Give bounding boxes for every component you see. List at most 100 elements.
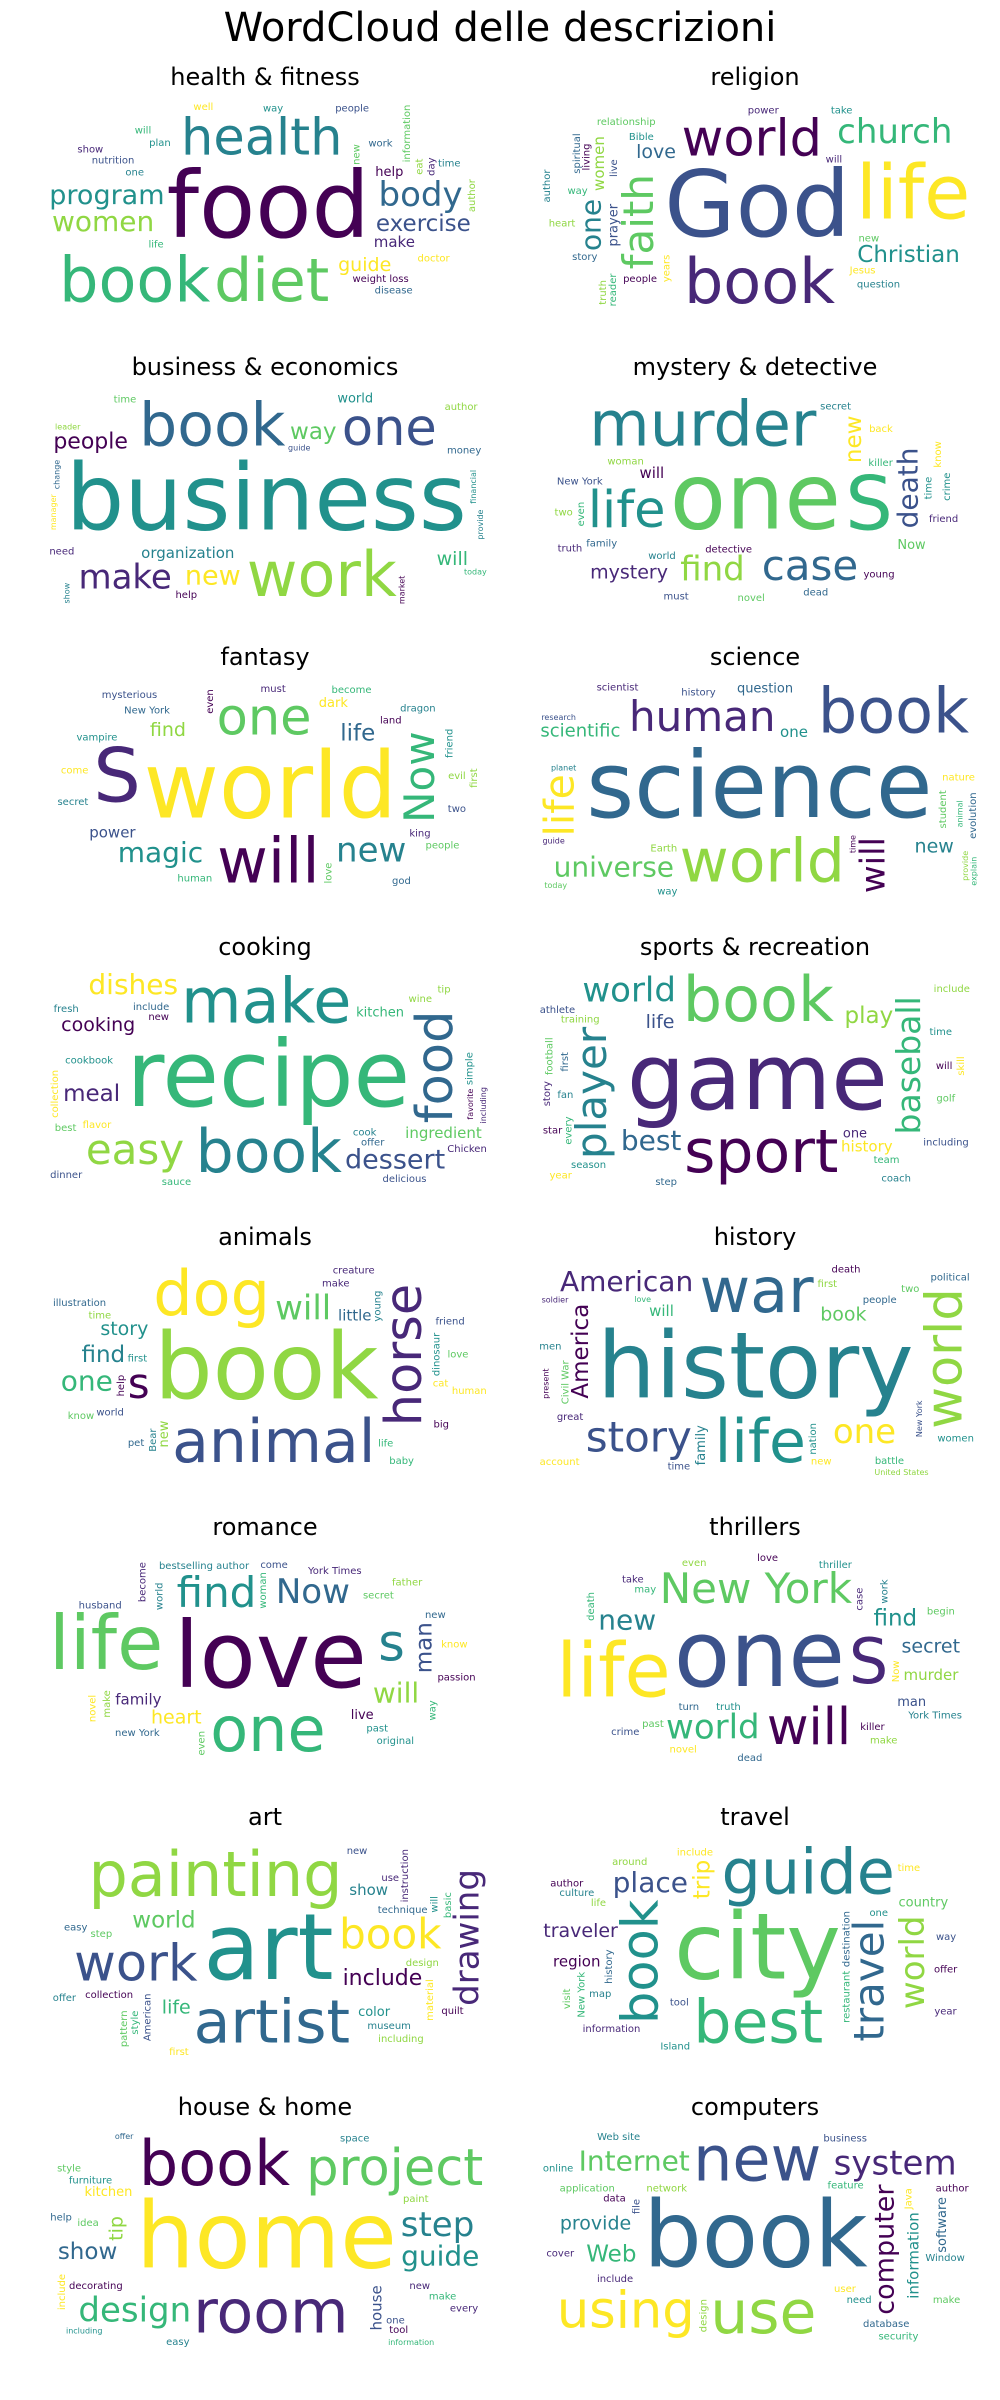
panel-title: sports & recreation [639, 933, 871, 961]
panel-title: science [709, 643, 801, 671]
cloud-word: software [935, 2197, 950, 2253]
cloud-word: make [78, 557, 171, 597]
panel-title: romance [212, 1513, 318, 1541]
cloud-word: dead [803, 588, 828, 599]
cloud-word: make [933, 2295, 960, 2306]
cloud-word: one [210, 1693, 325, 1766]
cloud-word: women [52, 205, 154, 238]
cloud-word: trip [690, 1860, 716, 1899]
cloud-word: program [49, 180, 164, 211]
cloud-word: New York [124, 705, 170, 716]
cloud-word: s [128, 1359, 150, 1408]
cloud-word: present [542, 1368, 551, 1398]
cloud-word: nation [808, 1423, 819, 1455]
cloud-word: secret [57, 797, 88, 808]
cloud-word: year [550, 1170, 573, 1181]
cloud-word: New York [915, 1400, 924, 1437]
cloud-word: murder [903, 1666, 959, 1684]
word-cloud: recipe book make food easy dessert dishes meal c… [48, 972, 488, 1187]
cloud-word: killer [868, 458, 893, 469]
cloud-word: life [591, 1898, 606, 1909]
cloud-word: sport [684, 1117, 838, 1187]
cloud-word: power [89, 824, 136, 842]
cloud-word: New York [577, 1972, 588, 2018]
cloud-word: manager [49, 493, 58, 530]
cloud-word: athlete [540, 1005, 575, 1016]
cloud-word: best [693, 1988, 823, 2057]
cloud-word: truth [716, 1702, 741, 1713]
cloud-word: life [856, 148, 970, 236]
cloud-word: cookbook [65, 1056, 113, 1067]
cloud-word: heart [549, 218, 576, 229]
cloud-word: people [335, 103, 369, 114]
cloud-word: scientific [540, 721, 620, 742]
cloud-word: young [863, 570, 894, 581]
cloud-word: book [820, 1304, 866, 1326]
cloud-word: business [823, 2134, 867, 2145]
cloud-word: world [155, 1583, 166, 1611]
cloud-word: illustration [53, 1298, 106, 1309]
cloud-word: life [162, 1996, 191, 2018]
cloud-word: soldier [542, 1295, 570, 1304]
cloud-word: killer [860, 1722, 885, 1733]
cloud-word: world [666, 1707, 760, 1747]
panel-title: computers [690, 2093, 820, 2121]
cloud-word: show [62, 582, 71, 603]
cloud-word: scientist [597, 683, 639, 694]
cloud-word: information [388, 2338, 434, 2347]
cloud-word: will [437, 548, 468, 570]
cloud-word: one [780, 723, 808, 741]
cloud-word: Jesus [849, 266, 876, 277]
word-cloud: book animal dog horse s will one find story littl… [48, 1262, 488, 1477]
cloud-word: S [845, 460, 893, 548]
cloud-word: spiritual [572, 133, 583, 173]
cloud-word: author [445, 402, 479, 413]
cloud-word: time [929, 1027, 952, 1038]
cloud-word: dark [319, 696, 349, 711]
cloud-word: game [627, 1024, 888, 1131]
cloud-word: family [115, 1690, 161, 1708]
cloud-word: wine [409, 994, 432, 1005]
cloud-word: cook [353, 1128, 377, 1139]
cloud-word: easy [166, 2337, 189, 2347]
cloud-word: question [737, 682, 793, 697]
cloud-word: system [834, 2144, 957, 2184]
cloud-word: one [574, 199, 607, 251]
cloud-word: two [901, 1284, 919, 1295]
cloud-word: begin [927, 1606, 955, 1617]
cloud-word: York Times [907, 1710, 962, 1721]
cloud-word: collection [50, 1070, 61, 1118]
cloud-word: work [368, 139, 392, 150]
cloud-word: death [586, 1592, 597, 1621]
cloud-word: love [174, 1602, 367, 1709]
cloud-word: furniture [69, 2175, 112, 2186]
cloud-word: new [336, 831, 406, 871]
cloud-word: use [381, 1873, 399, 1884]
cloud-word: Island [660, 2042, 690, 2053]
cloud-word: time [89, 1310, 112, 1321]
cloud-word: New York [660, 1564, 853, 1613]
cloud-word: provide [961, 851, 970, 881]
cloud-word: need [847, 2295, 872, 2306]
cloud-word: file [631, 2199, 642, 2214]
cloud-word: market [397, 576, 406, 604]
cloud-word: take [622, 1574, 644, 1585]
cloud-word: painting [88, 1842, 342, 1911]
cloud-word: turn [679, 1702, 700, 1713]
cloud-word: step [655, 1177, 677, 1187]
cloud-word: help [116, 1375, 127, 1397]
cloud-word: will [135, 125, 152, 136]
cloud-word: recipe [127, 1021, 411, 1128]
cloud-word: need [49, 546, 74, 557]
cloud-word: book [139, 392, 286, 460]
cloud-word: woman [258, 1572, 269, 1609]
cloud-word: even [576, 502, 587, 527]
cloud-word: love [447, 1349, 468, 1360]
cloud-word: Now [395, 731, 444, 822]
cloud-word: best [55, 1123, 77, 1134]
cloud-word: work [879, 1579, 890, 1603]
cloud-word: history [597, 1313, 913, 1420]
